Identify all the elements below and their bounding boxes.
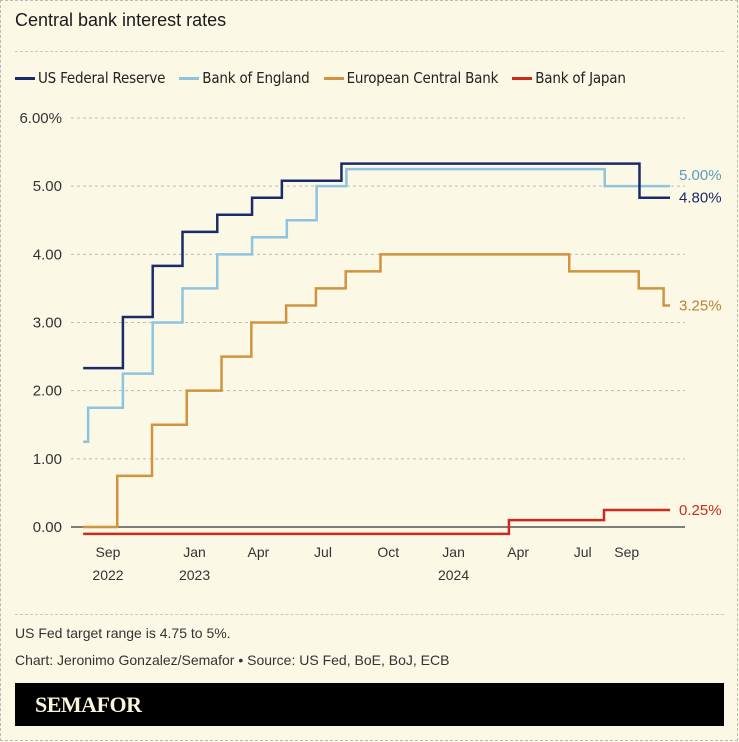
legend-item-boj: Bank of Japan — [512, 69, 626, 87]
footnote: US Fed target range is 4.75 to 5%. — [15, 625, 231, 641]
legend-swatch — [323, 76, 344, 80]
y-tick-label: 2.00 — [33, 383, 62, 400]
x-tick-year: 2023 — [179, 567, 210, 583]
end-value-label: 4.80% — [679, 190, 722, 207]
series-line-european-central-bank — [83, 253, 670, 529]
chart-title: Central bank interest rates — [15, 10, 227, 30]
brand-logo: SEMAFOR — [35, 692, 142, 717]
x-tick-label: Sep — [96, 544, 121, 560]
y-tick-label: 3.00 — [33, 314, 62, 331]
legend-label: Bank of Japan — [535, 69, 626, 87]
series-line-us-federal-reserve — [83, 162, 670, 370]
legend-swatch — [179, 76, 200, 80]
x-tick-label: Jul — [314, 544, 332, 560]
y-tick-label: 1.00 — [33, 451, 62, 468]
legend-item-ecb: European Central Bank — [323, 69, 499, 87]
x-tick-year: 2022 — [92, 567, 123, 583]
end-value-label: 3.25% — [679, 297, 722, 314]
x-tick-label: Oct — [377, 544, 399, 560]
y-tick-label: 4.00 — [33, 246, 62, 263]
end-value-label: 5.00% — [679, 167, 722, 184]
y-tick-label: 5.00 — [33, 178, 62, 195]
x-tick-label: Apr — [248, 544, 270, 560]
end-value-label: 0.25% — [679, 502, 722, 519]
legend-label: European Central Bank — [346, 69, 499, 87]
series-line-bank-of-japan — [83, 508, 670, 536]
series-line-bank-of-england — [83, 167, 670, 444]
legend-item-boe: Bank of England — [179, 69, 310, 87]
divider — [15, 51, 724, 52]
y-tick-label: 0.00 — [33, 519, 62, 536]
legend-swatch — [15, 76, 35, 80]
x-tick-label: Jul — [574, 544, 592, 560]
legend-label: US Federal Reserve — [38, 69, 166, 87]
credit-line: Chart: Jeronimo Gonzalez/Semafor • Sourc… — [15, 652, 450, 668]
x-tick-label: Jan — [442, 544, 465, 560]
legend-label: Bank of England — [202, 69, 310, 87]
divider — [15, 614, 724, 615]
legend-item-fed: US Federal Reserve — [15, 69, 165, 87]
x-tick-label: Sep — [614, 544, 639, 560]
legend: US Federal Reserve Bank of England Europ… — [15, 69, 626, 87]
brand-bar: SEMAFOR — [15, 683, 724, 726]
legend-swatch — [512, 76, 533, 80]
x-tick-year: 2024 — [438, 567, 469, 583]
x-tick-label: Apr — [507, 544, 529, 560]
x-tick-label: Jan — [183, 544, 206, 560]
y-tick-label: 6.00% — [19, 110, 62, 127]
